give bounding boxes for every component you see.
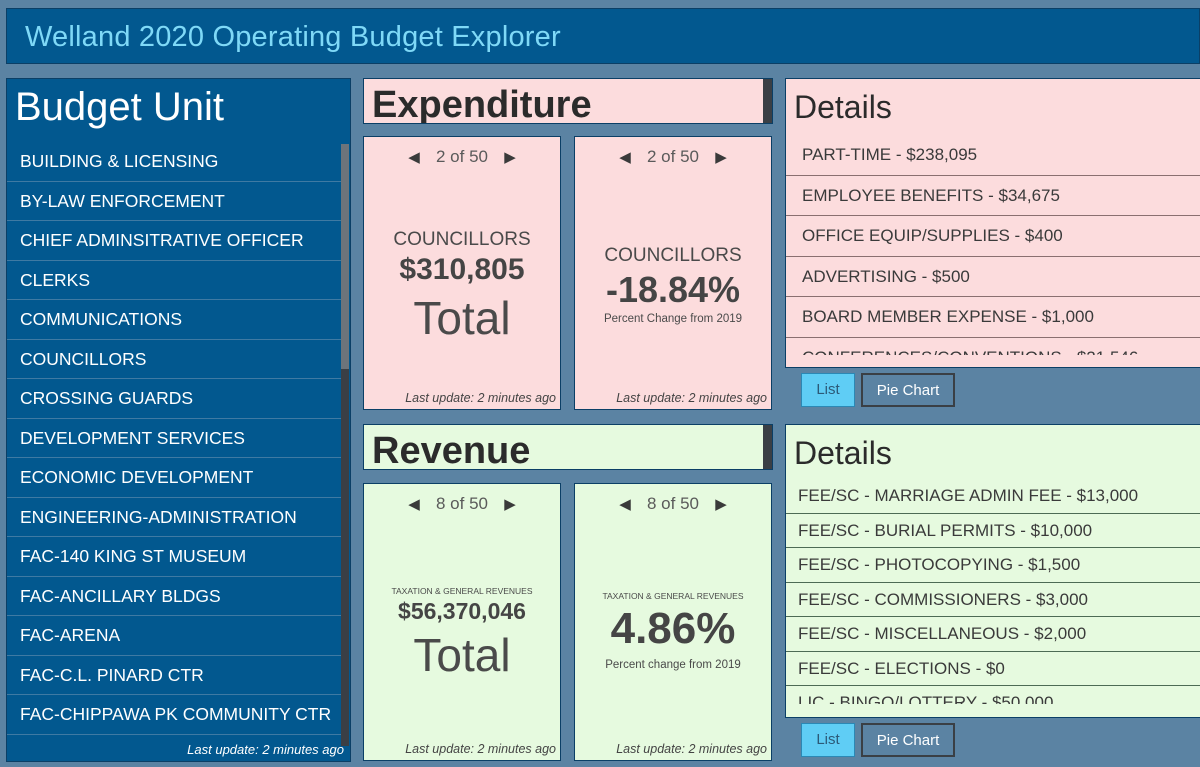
revenue-pie-chart-button[interactable]: Pie Chart	[861, 723, 955, 757]
revenue-details-title: Details	[794, 435, 892, 471]
revenue-total-last-update: Last update: 2 minutes ago	[405, 742, 556, 756]
revenue-header-scrollbar[interactable]	[763, 425, 772, 469]
revenue-total-label: Total	[413, 629, 511, 681]
app-title: Welland 2020 Operating Budget Explorer	[25, 21, 561, 53]
revenue-total-pager: ◀︎ 8 of 50 ▶︎	[364, 494, 560, 514]
expenditure-total-pager: ◀︎ 2 of 50 ▶︎	[364, 147, 560, 167]
budget-unit-scrollbar-track[interactable]	[341, 144, 349, 746]
budget-unit-item[interactable]: CLERKS	[7, 261, 343, 300]
budget-unit-item[interactable]: COMMUNICATIONS	[7, 300, 343, 340]
list-item[interactable]: LIC - BINGO/LOTTERY - $50,000	[786, 686, 1200, 704]
budget-unit-title: Budget Unit	[15, 85, 225, 129]
budget-unit-last-update: Last update: 2 minutes ago	[187, 742, 344, 757]
revenue-header: Revenue	[363, 424, 773, 470]
expenditure-title: Expenditure	[372, 84, 592, 124]
revenue-change-last-update: Last update: 2 minutes ago	[616, 742, 767, 756]
chevron-right-icon[interactable]: ▶︎	[504, 496, 516, 513]
budget-unit-scrollbar-thumb[interactable]	[341, 144, 349, 369]
pager-count: 2 of 50	[436, 147, 488, 166]
pager-count: 8 of 50	[647, 494, 699, 513]
list-item[interactable]: FEE/SC - COMMISSIONERS - $3,000	[786, 583, 1200, 617]
revenue-change-card: ◀︎ 8 of 50 ▶︎ TAXATION & GENERAL REVENUES …	[574, 483, 772, 761]
chevron-left-icon[interactable]: ◀︎	[619, 149, 631, 166]
chevron-left-icon[interactable]: ◀︎	[408, 149, 420, 166]
revenue-title: Revenue	[372, 430, 531, 470]
expenditure-pie-chart-button[interactable]: Pie Chart	[861, 373, 955, 407]
list-item[interactable]: BOARD MEMBER EXPENSE - $1,000	[786, 297, 1200, 338]
budget-unit-item[interactable]: ECONOMIC DEVELOPMENT	[7, 458, 343, 498]
budget-unit-item[interactable]: FAC-ARENA	[7, 616, 343, 656]
pager-count: 2 of 50	[647, 147, 699, 166]
budget-unit-item[interactable]: COUNCILLORS	[7, 340, 343, 379]
list-item[interactable]: PART-TIME - $238,095	[786, 135, 1200, 176]
chevron-left-icon[interactable]: ◀︎	[619, 496, 631, 513]
list-item[interactable]: FEE/SC - ELECTIONS - $0	[786, 652, 1200, 686]
revenue-change-category: TAXATION & GENERAL REVENUES	[602, 591, 744, 601]
list-item[interactable]: CONFERENCES/CONVENTIONS - $21,546	[786, 338, 1200, 356]
pager-count: 8 of 50	[436, 494, 488, 513]
revenue-details-panel: Details FEE/SC - MARRIAGE ADMIN FEE - $1…	[785, 424, 1200, 718]
chevron-right-icon[interactable]: ▶︎	[715, 149, 727, 166]
budget-unit-item[interactable]: BY-LAW ENFORCEMENT	[7, 182, 343, 221]
list-item[interactable]: FEE/SC - MISCELLANEOUS - $2,000	[786, 617, 1200, 652]
budget-unit-list: BUILDING & LICENSING BY-LAW ENFORCEMENT …	[7, 142, 343, 746]
revenue-total-category: TAXATION & GENERAL REVENUES	[391, 586, 533, 596]
budget-unit-item[interactable]: ENGINEERING-ADMINISTRATION	[7, 498, 343, 537]
expenditure-header: Expenditure	[363, 78, 773, 124]
expenditure-details-list: PART-TIME - $238,095 EMPLOYEE BENEFITS -…	[786, 135, 1200, 355]
budget-unit-item[interactable]: FAC-140 KING ST MUSEUM	[7, 537, 343, 577]
chevron-left-icon[interactable]: ◀︎	[408, 496, 420, 513]
expenditure-details-title: Details	[794, 89, 892, 125]
budget-unit-item[interactable]: CHIEF ADMINSITRATIVE OFFICER	[7, 221, 343, 261]
expenditure-total-label: Total	[413, 292, 511, 344]
list-item[interactable]: FEE/SC - MARRIAGE ADMIN FEE - $13,000	[786, 479, 1200, 514]
revenue-total-value: $56,370,046	[398, 598, 526, 624]
chevron-right-icon[interactable]: ▶︎	[504, 149, 516, 166]
budget-unit-item[interactable]: FAC-ANCILLARY BLDGS	[7, 577, 343, 616]
revenue-change-value: 4.86%	[610, 604, 736, 653]
expenditure-change-pager: ◀︎ 2 of 50 ▶︎	[575, 147, 771, 167]
budget-unit-item[interactable]: BUILDING & LICENSING	[7, 142, 343, 182]
list-item[interactable]: FEE/SC - BURIAL PERMITS - $10,000	[786, 514, 1200, 548]
list-item[interactable]: EMPLOYEE BENEFITS - $34,675	[786, 176, 1200, 216]
expenditure-change-card: ◀︎ 2 of 50 ▶︎ COUNCILLORS -18.84% Percent …	[574, 136, 772, 410]
expenditure-total-card: ◀︎ 2 of 50 ▶︎ COUNCILLORS $310,805 Total L…	[363, 136, 561, 410]
chevron-right-icon[interactable]: ▶︎	[715, 496, 727, 513]
revenue-change-caption: Percent change from 2019	[605, 659, 741, 671]
app-header: Welland 2020 Operating Budget Explorer	[6, 8, 1200, 64]
expenditure-details-panel: Details PART-TIME - $238,095 EMPLOYEE BE…	[785, 78, 1200, 368]
revenue-list-button[interactable]: List	[801, 723, 855, 757]
revenue-change-pager: ◀︎ 8 of 50 ▶︎	[575, 494, 771, 514]
expenditure-list-button[interactable]: List	[801, 373, 855, 407]
revenue-details-list: FEE/SC - MARRIAGE ADMIN FEE - $13,000 FE…	[786, 479, 1200, 704]
expenditure-change-category: COUNCILLORS	[604, 245, 742, 266]
list-item[interactable]: FEE/SC - PHOTOCOPYING - $1,500	[786, 548, 1200, 583]
expenditure-header-scrollbar[interactable]	[763, 79, 772, 123]
budget-unit-item[interactable]: FAC-CHIPPAWA PK COMMUNITY CTR	[7, 695, 343, 735]
expenditure-total-last-update: Last update: 2 minutes ago	[405, 391, 556, 405]
expenditure-change-caption: Percent Change from 2019	[603, 313, 743, 325]
expenditure-total-category: COUNCILLORS	[393, 229, 531, 250]
budget-unit-item[interactable]: CROSSING GUARDS	[7, 379, 343, 419]
budget-unit-item[interactable]: FAC-C.L. PINARD CTR	[7, 656, 343, 695]
budget-unit-panel: Budget Unit BUILDING & LICENSING BY-LAW …	[6, 78, 351, 762]
expenditure-total-value: $310,805	[399, 253, 525, 286]
budget-unit-item[interactable]: DEVELOPMENT SERVICES	[7, 419, 343, 458]
list-item[interactable]: ADVERTISING - $500	[786, 257, 1200, 297]
list-item[interactable]: OFFICE EQUIP/SUPPLIES - $400	[786, 216, 1200, 257]
expenditure-change-last-update: Last update: 2 minutes ago	[616, 391, 767, 405]
revenue-total-card: ◀︎ 8 of 50 ▶︎ TAXATION & GENERAL REVENUES …	[363, 483, 561, 761]
expenditure-change-value: -18.84%	[605, 269, 741, 310]
